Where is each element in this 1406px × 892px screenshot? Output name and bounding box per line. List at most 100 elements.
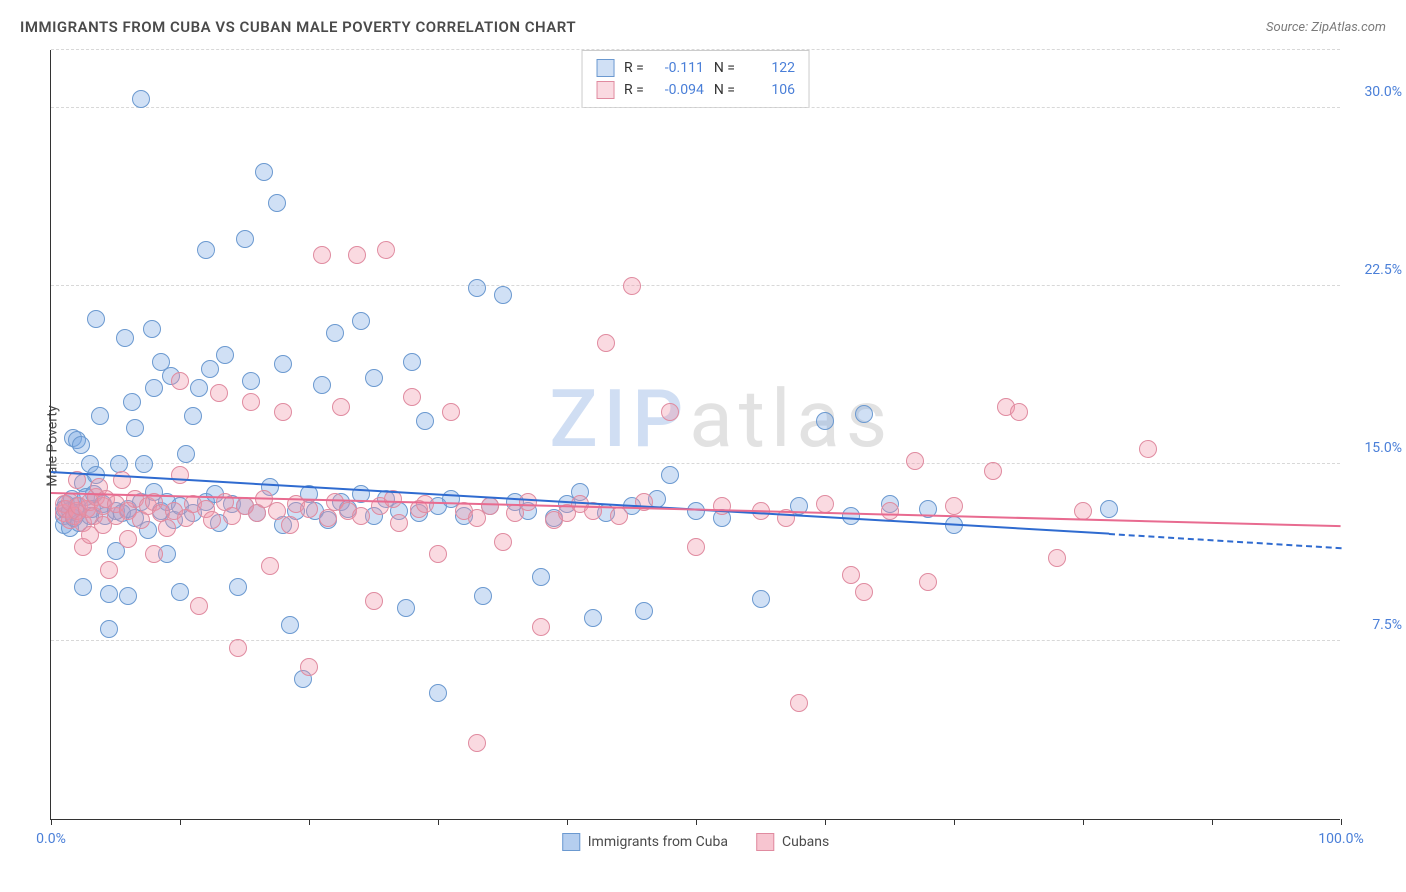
legend-item: Cubans: [756, 833, 829, 851]
legend-swatch-icon: [596, 81, 614, 99]
scatter-point: [348, 246, 366, 264]
scatter-point: [1010, 403, 1028, 421]
scatter-point: [842, 566, 860, 584]
scatter-point: [881, 502, 899, 520]
scatter-point: [313, 246, 331, 264]
scatter-point: [242, 372, 260, 390]
scatter-point: [1100, 500, 1118, 518]
scatter-point: [135, 455, 153, 473]
gridline: [51, 49, 1340, 50]
plot-area: ZIPatlas R = -0.111 N = 122 R = -0.094 N…: [50, 50, 1340, 820]
scatter-point: [274, 403, 292, 421]
scatter-point: [91, 407, 109, 425]
y-tick-label: 15.0%: [1346, 440, 1402, 456]
scatter-point: [661, 403, 679, 421]
scatter-point: [326, 324, 344, 342]
scatter-point: [126, 419, 144, 437]
scatter-point: [171, 466, 189, 484]
scatter-point: [119, 530, 137, 548]
legend-stats-row: R = -0.094 N = 106: [596, 79, 795, 101]
scatter-point: [1139, 440, 1157, 458]
scatter-point: [352, 507, 370, 525]
n-label: N =: [714, 82, 735, 98]
chart-title: IMMIGRANTS FROM CUBA VS CUBAN MALE POVER…: [20, 18, 576, 36]
scatter-point: [143, 320, 161, 338]
scatter-point: [229, 639, 247, 657]
scatter-point: [468, 734, 486, 752]
gridline: [51, 107, 1340, 108]
scatter-point: [752, 590, 770, 608]
legend-stats: R = -0.111 N = 122 R = -0.094 N = 106: [581, 50, 810, 108]
x-tick: [825, 819, 826, 825]
scatter-point: [687, 502, 705, 520]
x-tick: [309, 819, 310, 825]
legend-label: Immigrants from Cuba: [588, 834, 728, 850]
scatter-point: [855, 405, 873, 423]
scatter-point: [855, 583, 873, 601]
scatter-point: [145, 545, 163, 563]
scatter-point: [919, 573, 937, 591]
gridline: [51, 285, 1340, 286]
scatter-point: [332, 398, 350, 416]
scatter-point: [145, 379, 163, 397]
x-tick: [438, 819, 439, 825]
scatter-point: [532, 618, 550, 636]
scatter-point: [229, 578, 247, 596]
scatter-point: [416, 412, 434, 430]
x-tick: [1083, 819, 1084, 825]
scatter-point: [171, 583, 189, 601]
scatter-point: [713, 497, 731, 515]
r-label: R =: [624, 82, 644, 98]
scatter-point: [100, 585, 118, 603]
scatter-point: [123, 393, 141, 411]
legend-series: Immigrants from Cuba Cubans: [562, 833, 830, 851]
scatter-point: [623, 277, 641, 295]
legend-stats-row: R = -0.111 N = 122: [596, 57, 795, 79]
gridline: [51, 463, 1340, 464]
scatter-point: [906, 452, 924, 470]
scatter-point: [190, 597, 208, 615]
scatter-point: [429, 545, 447, 563]
scatter-point: [281, 616, 299, 634]
scatter-point: [268, 194, 286, 212]
source-text: Source: ZipAtlas.com: [1266, 20, 1386, 35]
scatter-point: [319, 509, 337, 527]
scatter-point: [132, 90, 150, 108]
scatter-point: [87, 310, 105, 328]
y-tick-label: 22.5%: [1346, 262, 1402, 278]
x-tick-label: 0.0%: [36, 831, 66, 847]
scatter-point: [816, 412, 834, 430]
scatter-point: [442, 403, 460, 421]
scatter-point: [116, 329, 134, 347]
scatter-point: [74, 578, 92, 596]
scatter-point: [397, 599, 415, 617]
scatter-point: [216, 346, 234, 364]
x-tick: [1341, 819, 1342, 825]
trend-line-extrapolation: [1109, 533, 1341, 549]
scatter-point: [532, 568, 550, 586]
scatter-point: [635, 602, 653, 620]
scatter-point: [203, 511, 221, 529]
x-tick: [567, 819, 568, 825]
scatter-point: [597, 334, 615, 352]
x-tick: [180, 819, 181, 825]
scatter-point: [519, 493, 537, 511]
n-value: 106: [745, 82, 795, 98]
scatter-point: [403, 388, 421, 406]
scatter-point: [184, 407, 202, 425]
scatter-point: [177, 445, 195, 463]
scatter-point: [842, 507, 860, 525]
scatter-point: [242, 393, 260, 411]
scatter-point: [468, 279, 486, 297]
scatter-point: [365, 369, 383, 387]
scatter-point: [984, 462, 1002, 480]
r-label: R =: [624, 60, 644, 76]
scatter-point: [494, 533, 512, 551]
legend-label: Cubans: [782, 834, 829, 850]
scatter-point: [72, 436, 90, 454]
scatter-point: [352, 312, 370, 330]
scatter-point: [300, 500, 318, 518]
scatter-point: [190, 379, 208, 397]
scatter-point: [313, 376, 331, 394]
y-tick-label: 30.0%: [1346, 84, 1402, 100]
